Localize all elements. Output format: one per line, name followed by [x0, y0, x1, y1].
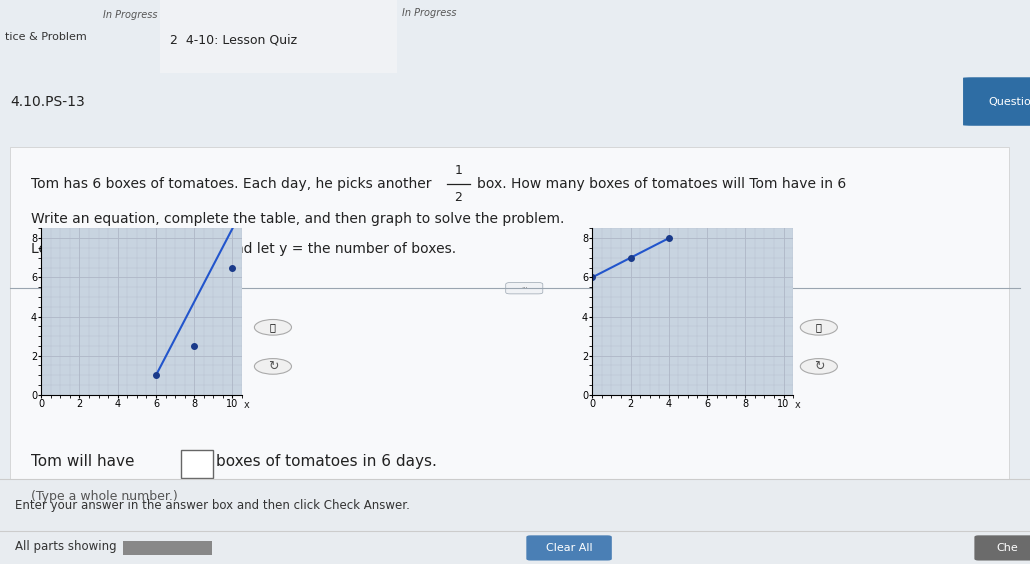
Text: Enter your answer in the answer box and then click Check Answer.: Enter your answer in the answer box and …	[15, 499, 410, 512]
FancyBboxPatch shape	[974, 535, 1030, 561]
Text: 🔍: 🔍	[270, 322, 276, 332]
Text: box. How many boxes of tomatoes will Tom have in 6: box. How many boxes of tomatoes will Tom…	[477, 177, 846, 191]
Text: x: x	[244, 399, 249, 409]
Text: Let x = the number of days and let y = the number of boxes.: Let x = the number of days and let y = t…	[31, 242, 456, 256]
Text: Tom has 6 boxes of tomatoes. Each day, he picks another: Tom has 6 boxes of tomatoes. Each day, h…	[31, 177, 432, 191]
Text: 🔍: 🔍	[816, 322, 822, 332]
Text: 4.10.PS-13: 4.10.PS-13	[10, 95, 85, 108]
Text: tice & Problem: tice & Problem	[5, 32, 87, 42]
Text: Che: Che	[996, 543, 1019, 553]
Text: Tom will have: Tom will have	[31, 455, 134, 469]
FancyBboxPatch shape	[506, 283, 543, 294]
Text: In Progress: In Progress	[103, 10, 158, 20]
FancyBboxPatch shape	[10, 147, 1009, 482]
FancyBboxPatch shape	[963, 77, 1030, 126]
Text: 2: 2	[454, 191, 462, 204]
Circle shape	[800, 319, 837, 335]
Text: boxes of tomatoes in 6 days.: boxes of tomatoes in 6 days.	[216, 455, 437, 469]
Text: Questio: Questio	[988, 96, 1030, 107]
Text: 2  4-10: Lesson Quiz: 2 4-10: Lesson Quiz	[170, 34, 297, 47]
FancyBboxPatch shape	[526, 535, 612, 561]
FancyBboxPatch shape	[0, 479, 1030, 564]
Text: In Progress: In Progress	[402, 8, 456, 18]
Text: All parts showing: All parts showing	[15, 540, 117, 553]
Text: ↻: ↻	[814, 360, 824, 373]
Text: 1: 1	[454, 165, 462, 178]
FancyBboxPatch shape	[160, 0, 397, 73]
Text: ···: ···	[521, 285, 527, 291]
FancyBboxPatch shape	[181, 450, 213, 478]
Text: ↻: ↻	[268, 360, 278, 373]
Text: Clear All: Clear All	[546, 543, 592, 553]
Text: Write an equation, complete the table, and then graph to solve the problem.: Write an equation, complete the table, a…	[31, 212, 564, 226]
Text: (Type a whole number.): (Type a whole number.)	[31, 490, 177, 503]
Circle shape	[254, 359, 291, 374]
Circle shape	[800, 359, 837, 374]
Text: x: x	[795, 399, 800, 409]
Circle shape	[254, 319, 291, 335]
FancyBboxPatch shape	[123, 541, 212, 555]
